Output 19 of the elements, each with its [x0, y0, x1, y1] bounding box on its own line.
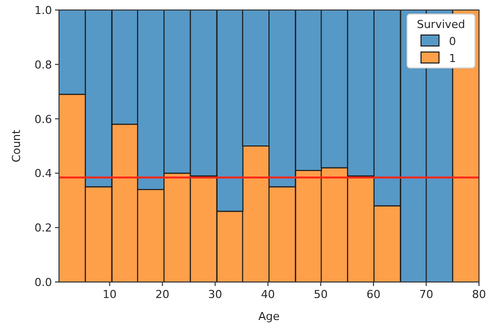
y-tick-label: 0.6	[34, 112, 52, 126]
x-tick-label: 60	[366, 288, 380, 301]
x-tick-label: 80	[472, 288, 486, 301]
y-tick-label: 0.4	[34, 167, 52, 180]
x-tick-label: 30	[208, 288, 222, 301]
y-axis-title: Count	[10, 128, 23, 162]
x-tick-label: 50	[314, 288, 328, 301]
legend-label: 1	[449, 52, 456, 65]
x-tick-label: 40	[260, 288, 275, 301]
legend-title: Survived	[416, 18, 466, 31]
y-tick-label: 0.0	[34, 276, 52, 289]
y-tick-label: 0.8	[34, 58, 52, 72]
x-axis-title: Age	[258, 310, 280, 323]
x-tick-label: 70	[419, 288, 434, 301]
y-tick-label: 1.0	[34, 4, 52, 17]
legend-label: 0	[449, 35, 456, 48]
x-tick-label: 20	[155, 288, 170, 301]
x-tick-label: 10	[102, 288, 117, 301]
y-tick-label: 0.2	[34, 222, 52, 235]
